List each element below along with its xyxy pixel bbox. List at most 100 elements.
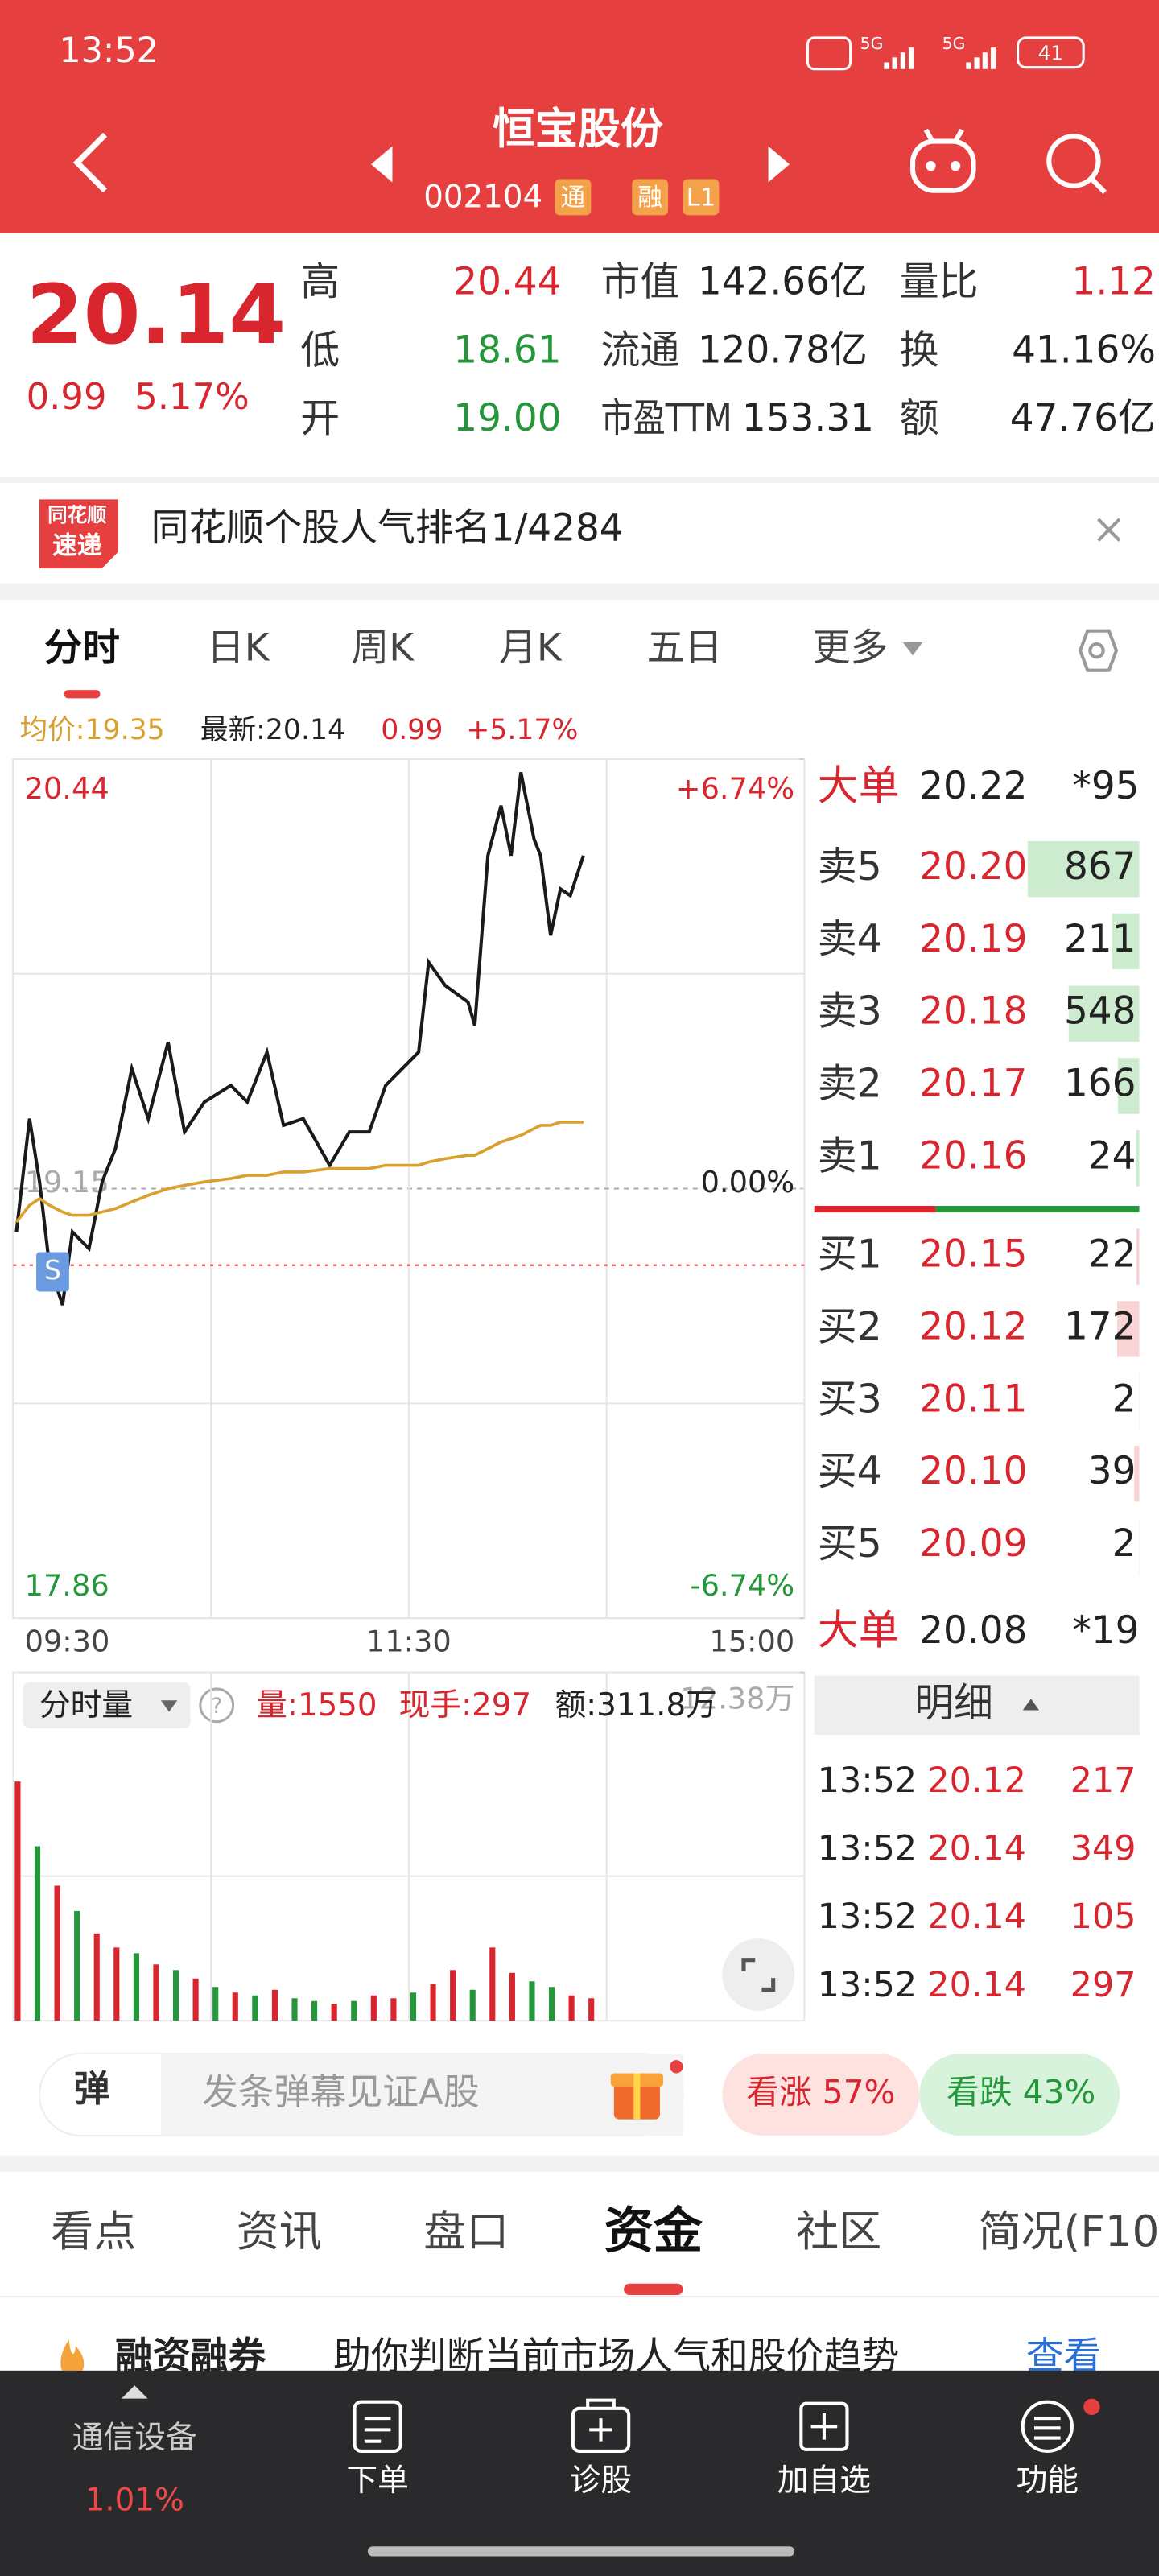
volume-bar xyxy=(548,1987,555,2021)
volume-title: 分时量 xyxy=(39,1687,133,1724)
detail-header[interactable] xyxy=(814,1675,1140,1736)
close-button[interactable] xyxy=(1097,518,1121,542)
level-label: 卖3 xyxy=(818,989,882,1034)
volume-bar xyxy=(133,1953,139,2021)
badge: L1 xyxy=(687,184,716,212)
y-tick-label: 12.38万 xyxy=(680,1682,794,1716)
level-volume: 548 xyxy=(1064,989,1136,1034)
price-change: 0.99 xyxy=(27,375,107,418)
chart-tab[interactable]: 更多 xyxy=(813,626,889,671)
volume-stat: 现手:297 xyxy=(399,1687,531,1724)
section-tab[interactable]: 盘口 xyxy=(423,2207,509,2256)
banner-text[interactable]: 同花顺个股人气排名1/4284 xyxy=(151,506,624,551)
latest-price: 最新:20.14 xyxy=(200,714,345,746)
dropdown-arrow[interactable] xyxy=(902,642,923,656)
level-label: 卖4 xyxy=(818,916,882,962)
y2-tick-label: 0.00% xyxy=(701,1165,795,1199)
chart-tab[interactable]: 分时 xyxy=(44,626,120,671)
y-tick-label: 20.44 xyxy=(25,771,109,806)
volume-bar xyxy=(588,1998,595,2021)
network-label: 5G xyxy=(942,34,966,53)
y2-tick-label: +6.74% xyxy=(676,771,794,806)
logo-text: 速递 xyxy=(52,532,102,560)
barrage-icon[interactable]: 弹 xyxy=(74,2067,110,2110)
level-price: 20.20 xyxy=(919,844,1027,889)
battery-icon xyxy=(1017,36,1085,69)
bull-label[interactable]: 看涨 57% xyxy=(746,2073,895,2112)
chart-tab[interactable]: 月K xyxy=(499,626,563,671)
back-button[interactable] xyxy=(72,132,108,193)
expand-button[interactable] xyxy=(722,1938,795,2011)
trade-price: 20.14 xyxy=(927,1965,1026,2005)
badge: 融 xyxy=(637,184,662,212)
section-tab[interactable]: 简况(F10 xyxy=(979,2207,1159,2256)
signal-icon xyxy=(884,47,996,69)
big-order-count: *95 xyxy=(1072,764,1139,808)
section-tab[interactable]: 资讯 xyxy=(237,2207,322,2256)
level-volume: 22 xyxy=(1088,1232,1136,1277)
field-label: 量比 xyxy=(900,259,979,305)
nav-item[interactable]: 加自选 xyxy=(777,2462,871,2499)
search-icon[interactable] xyxy=(1046,134,1107,194)
nav-item[interactable]: 诊股 xyxy=(570,2462,632,2499)
home-indicator[interactable] xyxy=(367,2546,795,2557)
level-label: 买4 xyxy=(818,1448,882,1494)
bear-label[interactable]: 看跌 43% xyxy=(947,2073,1095,2112)
volume-bar xyxy=(153,1964,159,2021)
volume-bar xyxy=(93,1933,100,2021)
network-label: 5G xyxy=(860,34,884,53)
level-volume: 2 xyxy=(1112,1521,1136,1566)
volume-stat: 额:311.8万 xyxy=(555,1687,716,1724)
nav-item[interactable]: 功能 xyxy=(1017,2462,1079,2499)
chart-tab[interactable]: 五日 xyxy=(647,626,723,671)
expand-arrow[interactable] xyxy=(121,2385,148,2399)
barrage-placeholder[interactable]: 发条弹幕见证A股 xyxy=(202,2070,480,2113)
volume-bar xyxy=(390,1998,397,2021)
bear-button[interactable] xyxy=(919,2054,1120,2136)
volume-bar xyxy=(172,1970,179,2021)
trade-volume: 297 xyxy=(1070,1965,1136,2005)
gift-icon[interactable] xyxy=(610,2073,664,2120)
volume-selector[interactable] xyxy=(23,1682,191,1728)
barrage-input[interactable] xyxy=(160,2054,683,2136)
big-order-price: 20.22 xyxy=(919,764,1027,808)
nav-item[interactable]: 下单 xyxy=(346,2462,408,2499)
detail-title: 明细 xyxy=(914,1680,993,1726)
level-price: 20.15 xyxy=(919,1232,1027,1277)
help-icon[interactable] xyxy=(199,1687,235,1724)
separator xyxy=(0,583,1159,600)
chart-tab[interactable]: 日K xyxy=(207,626,270,671)
section-tab[interactable]: 资金 xyxy=(604,2202,703,2260)
field-label: 市值 xyxy=(601,259,680,305)
level-volume: 172 xyxy=(1064,1305,1136,1349)
level-label: 买2 xyxy=(818,1304,882,1350)
trade-marker xyxy=(36,1252,69,1292)
level-price: 20.11 xyxy=(919,1377,1027,1421)
robot-icon[interactable] xyxy=(909,128,976,193)
section-tab[interactable]: 看点 xyxy=(51,2207,136,2256)
avg-price: 均价:19.35 xyxy=(19,714,164,746)
x-tick-label: 15:00 xyxy=(709,1624,794,1658)
level-price: 20.18 xyxy=(919,989,1027,1034)
y2-tick-label: -6.74% xyxy=(690,1568,794,1603)
flame-icon xyxy=(60,2339,85,2380)
settings-icon[interactable] xyxy=(1078,629,1119,672)
trade-price: 20.12 xyxy=(927,1761,1026,1801)
volume-bar xyxy=(311,2000,318,2021)
volume-bar xyxy=(331,2004,337,2021)
level-volume: 24 xyxy=(1088,1133,1136,1178)
chart-tab[interactable]: 周K xyxy=(351,626,415,671)
level-price: 20.16 xyxy=(919,1133,1027,1178)
next-stock[interactable] xyxy=(768,146,790,183)
change: 0.99 xyxy=(381,714,443,746)
bull-button[interactable] xyxy=(722,2054,920,2136)
level-volume: 2 xyxy=(1112,1377,1136,1421)
help-icon-mark: ? xyxy=(211,1694,222,1719)
prev-stock[interactable] xyxy=(370,146,393,183)
level-volume: 39 xyxy=(1088,1449,1136,1493)
section-tab[interactable]: 社区 xyxy=(796,2207,881,2256)
sector-name[interactable]: 通信设备 xyxy=(72,2420,197,2456)
big-order-label: 大单 xyxy=(818,1608,900,1655)
volume-bar xyxy=(74,1910,80,2021)
